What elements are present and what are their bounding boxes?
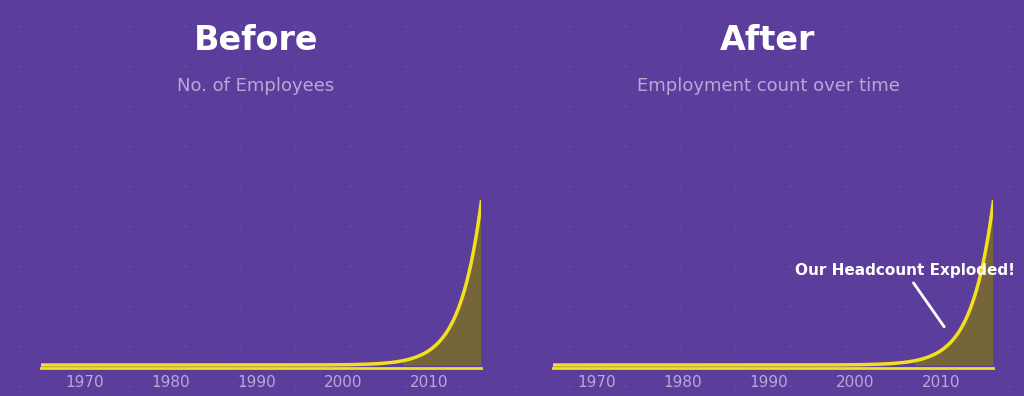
Text: Our Headcount Exploded!: Our Headcount Exploded! bbox=[795, 263, 1015, 327]
Text: Employment count over time: Employment count over time bbox=[637, 77, 899, 95]
Text: After: After bbox=[720, 25, 816, 57]
Text: Before: Before bbox=[194, 25, 318, 57]
Text: No. of Employees: No. of Employees bbox=[177, 77, 335, 95]
Polygon shape bbox=[403, 202, 481, 365]
Polygon shape bbox=[915, 202, 993, 365]
